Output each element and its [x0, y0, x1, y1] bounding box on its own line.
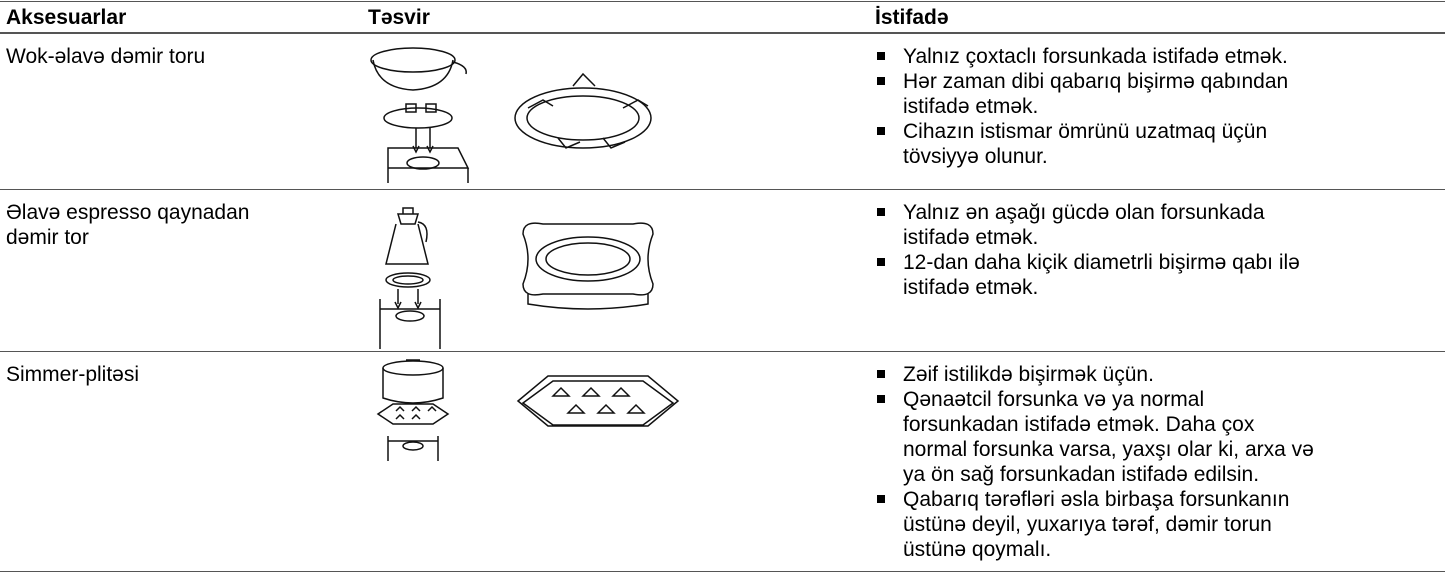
rule [0, 351, 1445, 352]
rule [0, 571, 1445, 572]
table-row: Əlavə espresso qaynadan dəmir tor Yalnız… [0, 190, 1445, 352]
column-header: İstifadə [875, 6, 949, 29]
illustration [376, 359, 680, 461]
rule [0, 1, 1445, 2]
usage-item: 12-dan daha kiçik diametrli bişirmə qabı… [875, 250, 1323, 300]
usage-item: Zəif istilikdə bişirmək üçün. [875, 362, 1323, 387]
usage-item: Qənaətcil forsunka və ya normal forsunka… [875, 387, 1323, 487]
usage-item: Yalnız çoxtaclı forsunkada istifadə etmə… [875, 44, 1323, 69]
column-header: Təsvir [368, 6, 430, 29]
rule [0, 32, 1445, 34]
usage-list: Zəif istilikdə bişirmək üçün. Qənaətcil f… [875, 362, 1430, 562]
accessory-name: Wok-əlavə dəmir toru [6, 45, 206, 68]
usage-item: Qabarıq tərəfləri əsla birbaşa forsunkan… [875, 487, 1323, 562]
usage-item: Yalnız ən aşağı gücdə olan forsunkada is… [875, 200, 1323, 250]
illustration [379, 207, 654, 349]
rule [0, 189, 1445, 190]
usage-item: Cihazın istismar ömrünü uzatmaq üçün töv… [875, 119, 1323, 169]
table-row: Simmer-plitəsi Zəif istilikdə bişirmək ü… [0, 352, 1445, 572]
usage-list: Yalnız ən aşağı gücdə olan forsunkada is… [875, 200, 1430, 300]
usage-list: Yalnız çoxtaclı forsunkada istifadə etmə… [875, 44, 1430, 169]
illustration [370, 47, 652, 183]
table-row: Wok-əlavə dəmir toru Yalnız çoxtaclı for… [0, 34, 1445, 190]
column-header: Aksesuarlar [6, 6, 127, 29]
accessory-name: Əlavə espresso qaynadan dəmir tor [6, 201, 250, 249]
accessory-name: Simmer-plitəsi [6, 363, 140, 386]
usage-item: Hər zaman dibi qabarıq bişirmə qabından … [875, 69, 1323, 119]
